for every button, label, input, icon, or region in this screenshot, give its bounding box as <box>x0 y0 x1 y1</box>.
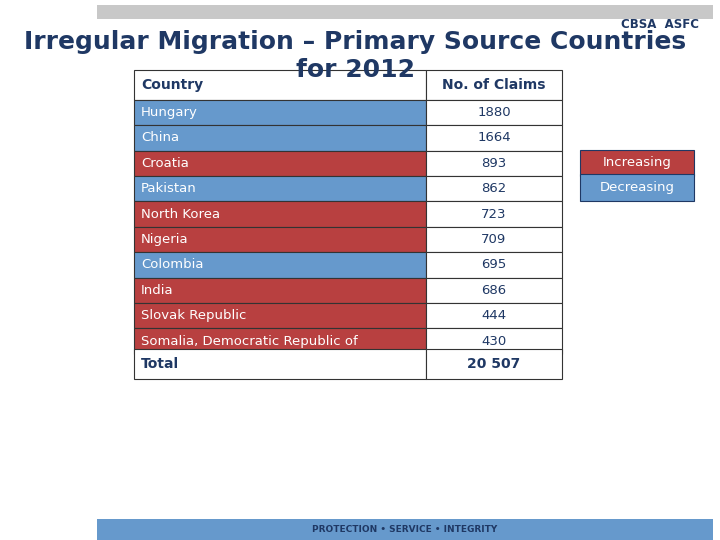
FancyBboxPatch shape <box>426 151 562 176</box>
FancyBboxPatch shape <box>426 201 562 227</box>
Text: Increasing: Increasing <box>603 156 672 170</box>
Text: 893: 893 <box>481 157 507 170</box>
Text: 862: 862 <box>481 182 507 195</box>
Text: Somalia, Democratic Republic of: Somalia, Democratic Republic of <box>141 334 358 348</box>
Text: 444: 444 <box>482 309 506 322</box>
FancyBboxPatch shape <box>134 303 426 328</box>
FancyBboxPatch shape <box>134 125 426 151</box>
Text: Irregular Migration – Primary Source Countries
for 2012: Irregular Migration – Primary Source Cou… <box>24 30 686 82</box>
FancyBboxPatch shape <box>134 227 426 252</box>
Text: 1664: 1664 <box>477 131 510 145</box>
Text: 1880: 1880 <box>477 106 510 119</box>
FancyBboxPatch shape <box>134 201 426 227</box>
FancyBboxPatch shape <box>134 349 426 379</box>
Text: PROTECTION • SERVICE • INTEGRITY: PROTECTION • SERVICE • INTEGRITY <box>312 525 498 534</box>
FancyBboxPatch shape <box>134 328 426 354</box>
FancyBboxPatch shape <box>426 278 562 303</box>
Text: India: India <box>141 284 174 297</box>
Text: Croatia: Croatia <box>141 157 189 170</box>
Text: 686: 686 <box>482 284 506 297</box>
Text: North Korea: North Korea <box>141 207 220 221</box>
FancyBboxPatch shape <box>134 70 426 100</box>
FancyBboxPatch shape <box>580 174 694 201</box>
FancyBboxPatch shape <box>426 100 562 125</box>
FancyBboxPatch shape <box>426 70 562 100</box>
FancyBboxPatch shape <box>426 303 562 328</box>
Text: Pakistan: Pakistan <box>141 182 197 195</box>
FancyBboxPatch shape <box>426 227 562 252</box>
FancyBboxPatch shape <box>426 349 562 379</box>
Text: 430: 430 <box>481 334 507 348</box>
FancyBboxPatch shape <box>134 278 426 303</box>
FancyBboxPatch shape <box>426 252 562 278</box>
FancyBboxPatch shape <box>134 176 426 201</box>
Text: Nigeria: Nigeria <box>141 233 189 246</box>
Text: Colombia: Colombia <box>141 258 204 272</box>
FancyBboxPatch shape <box>96 5 713 19</box>
FancyBboxPatch shape <box>96 519 713 540</box>
FancyBboxPatch shape <box>134 252 426 278</box>
Text: China: China <box>141 131 179 145</box>
Text: Total: Total <box>141 357 179 371</box>
Text: Hungary: Hungary <box>141 106 198 119</box>
FancyBboxPatch shape <box>580 150 694 176</box>
Text: Slovak Republic: Slovak Republic <box>141 309 246 322</box>
Text: CBSA  ASFC: CBSA ASFC <box>621 18 699 31</box>
Text: Country: Country <box>141 78 203 92</box>
FancyBboxPatch shape <box>426 125 562 151</box>
Text: No. of Claims: No. of Claims <box>442 78 546 92</box>
Text: 20 507: 20 507 <box>467 357 521 371</box>
Text: 709: 709 <box>481 233 507 246</box>
Text: Decreasing: Decreasing <box>600 181 675 194</box>
FancyBboxPatch shape <box>426 176 562 201</box>
Text: 723: 723 <box>481 207 507 221</box>
FancyBboxPatch shape <box>134 151 426 176</box>
Text: 695: 695 <box>481 258 507 272</box>
FancyBboxPatch shape <box>426 328 562 354</box>
FancyBboxPatch shape <box>134 100 426 125</box>
